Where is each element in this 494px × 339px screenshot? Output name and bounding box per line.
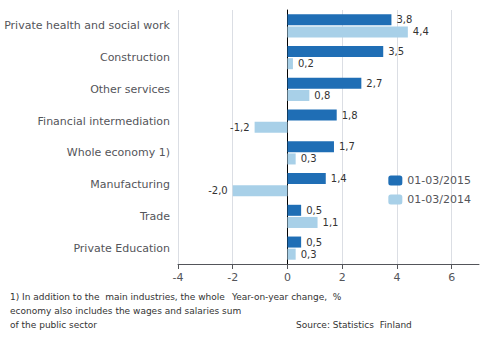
svg-text:0,5: 0,5 [306, 237, 322, 248]
svg-text:01-03/2015: 01-03/2015 [407, 174, 471, 187]
svg-text:Private Education: Private Education [73, 242, 170, 255]
svg-text:economy also includes the wage: economy also includes the wages and sala… [10, 306, 241, 316]
svg-text:of the public sector: of the public sector [10, 320, 97, 330]
svg-text:0,2: 0,2 [298, 58, 314, 69]
svg-text:-1,2: -1,2 [230, 122, 250, 133]
svg-text:6: 6 [448, 271, 455, 284]
svg-text:0,3: 0,3 [301, 153, 317, 164]
svg-text:-4: -4 [173, 271, 184, 284]
svg-text:3,5: 3,5 [388, 46, 404, 57]
svg-text:4,4: 4,4 [413, 26, 429, 37]
svg-text:1,7: 1,7 [339, 141, 355, 152]
svg-text:1,8: 1,8 [342, 110, 358, 121]
svg-text:-2,0: -2,0 [208, 185, 228, 196]
svg-text:Whole economy 1): Whole economy 1) [67, 146, 170, 159]
svg-text:Construction: Construction [100, 51, 170, 64]
svg-text:Trade: Trade [139, 210, 170, 223]
svg-text:3,8: 3,8 [396, 14, 412, 25]
svg-text:0,5: 0,5 [306, 205, 322, 216]
svg-text:1,4: 1,4 [331, 173, 347, 184]
svg-text:01-03/2014: 01-03/2014 [407, 193, 471, 206]
svg-text:0,8: 0,8 [314, 90, 330, 101]
svg-text:0,3: 0,3 [301, 249, 317, 260]
svg-text:Year-on-year change, %: Year-on-year change, % [231, 292, 342, 302]
svg-text:0: 0 [284, 271, 291, 284]
svg-text:Other services: Other services [90, 83, 170, 96]
svg-text:2,7: 2,7 [366, 78, 382, 89]
svg-text:1) In addition to the main in: 1) In addition to the main industries, t… [10, 292, 225, 302]
svg-text:-2: -2 [227, 271, 238, 284]
svg-text:Financial intermediation: Financial intermediation [38, 115, 170, 128]
svg-text:2: 2 [339, 271, 346, 284]
svg-text:4: 4 [393, 271, 400, 284]
svg-text:Manufacturing: Manufacturing [90, 178, 170, 191]
svg-text:Private health and social work: Private health and social work [4, 19, 170, 32]
svg-text:Source: Statistics Finland: Source: Statistics Finland [296, 320, 412, 330]
svg-text:1,1: 1,1 [323, 217, 339, 228]
